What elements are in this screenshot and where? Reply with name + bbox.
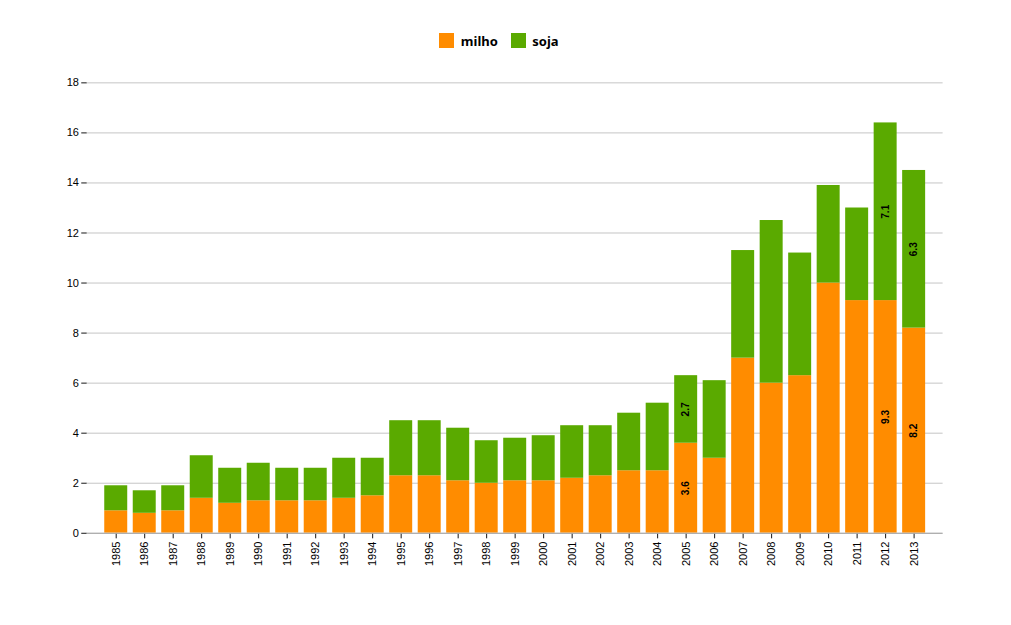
svg-text:2002: 2002 [594,541,606,566]
svg-text:2: 2 [73,476,79,488]
svg-text:2009: 2009 [794,541,806,566]
svg-text:8: 8 [73,326,79,338]
svg-text:16: 16 [67,126,79,138]
svg-text:2000: 2000 [537,541,549,566]
svg-text:2010: 2010 [822,541,834,566]
svg-text:1985: 1985 [110,541,122,566]
svg-text:2.7: 2.7 [680,402,691,416]
svg-text:1987: 1987 [167,541,179,566]
svg-text:2005: 2005 [680,541,692,566]
svg-text:6.3: 6.3 [908,241,919,255]
svg-text:2004: 2004 [651,541,663,566]
svg-text:2011: 2011 [851,541,863,565]
svg-text:9.3: 9.3 [880,409,891,423]
svg-text:1994: 1994 [366,541,378,566]
svg-text:1999: 1999 [509,541,521,566]
svg-text:2003: 2003 [623,541,635,566]
svg-text:2007: 2007 [737,541,749,566]
svg-text:4: 4 [73,426,79,438]
svg-text:1988: 1988 [195,541,207,566]
svg-text:2008: 2008 [765,541,777,566]
svg-text:1998: 1998 [480,541,492,566]
svg-text:1990: 1990 [252,541,264,566]
svg-text:1986: 1986 [138,541,150,566]
svg-text:2012: 2012 [879,541,891,566]
svg-text:2013: 2013 [908,541,920,566]
svg-text:1992: 1992 [309,541,321,566]
svg-text:1989: 1989 [224,541,236,566]
svg-text:1995: 1995 [395,541,407,566]
svg-text:6: 6 [73,376,79,388]
svg-text:0: 0 [73,526,79,538]
svg-text:8.2: 8.2 [908,423,919,437]
svg-text:1993: 1993 [338,541,350,566]
svg-text:1996: 1996 [423,541,435,566]
svg-text:18: 18 [67,76,79,88]
svg-text:12: 12 [67,226,79,238]
svg-text:3.6: 3.6 [680,480,691,494]
svg-text:10: 10 [67,276,79,288]
svg-text:14: 14 [67,176,79,188]
svg-text:1991: 1991 [281,541,293,566]
svg-text:2006: 2006 [708,541,720,566]
html-text:milho: milho [460,31,498,50]
svg-text:7.1: 7.1 [880,204,891,218]
svg-text:1997: 1997 [452,541,464,566]
svg-text:2001: 2001 [566,541,578,566]
html-text:soja: soja [532,31,559,50]
